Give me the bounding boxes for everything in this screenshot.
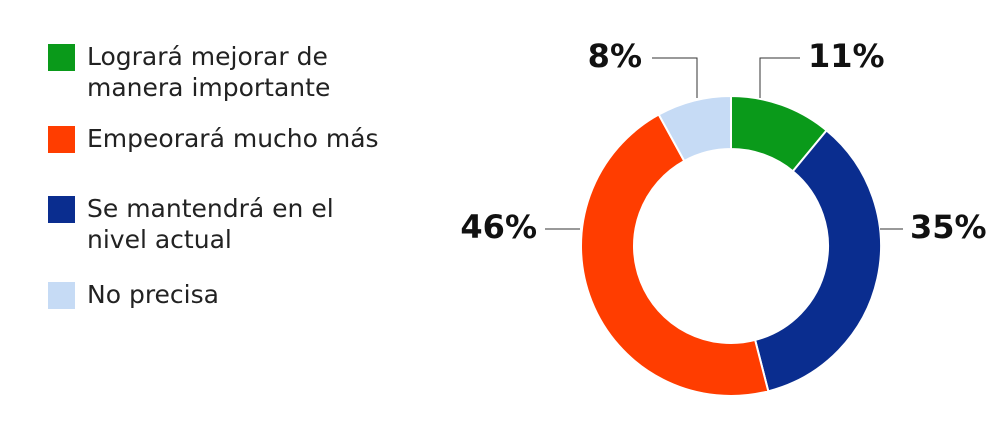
slice [657, 94, 732, 163]
legend-swatch [48, 282, 75, 309]
value-label: 8% [588, 37, 642, 75]
legend-swatch [48, 196, 75, 223]
value-label: 11% [808, 37, 885, 75]
legend-label: Se mantendrá en el nivel actual [87, 194, 334, 254]
legend-label: No precisa [87, 280, 219, 309]
legend-swatch [48, 44, 75, 71]
slice [753, 129, 882, 393]
value-label: 46% [460, 208, 537, 246]
leader-line [759, 57, 800, 98]
legend-item: Empeorará mucho más [48, 124, 387, 154]
legend-item: Logrará mejorar de manera importante [48, 42, 387, 103]
value-label: 35% [910, 208, 987, 246]
legend-label: Logrará mejorar de manera importante [87, 42, 331, 102]
leader-line [652, 57, 698, 98]
legend-item: No precisa [48, 280, 387, 310]
legend-label: Empeorará mucho más [87, 124, 379, 153]
legend-item: Se mantendrá en el nivel actual [48, 194, 387, 255]
legend-swatch [48, 126, 75, 153]
slice [580, 113, 770, 397]
